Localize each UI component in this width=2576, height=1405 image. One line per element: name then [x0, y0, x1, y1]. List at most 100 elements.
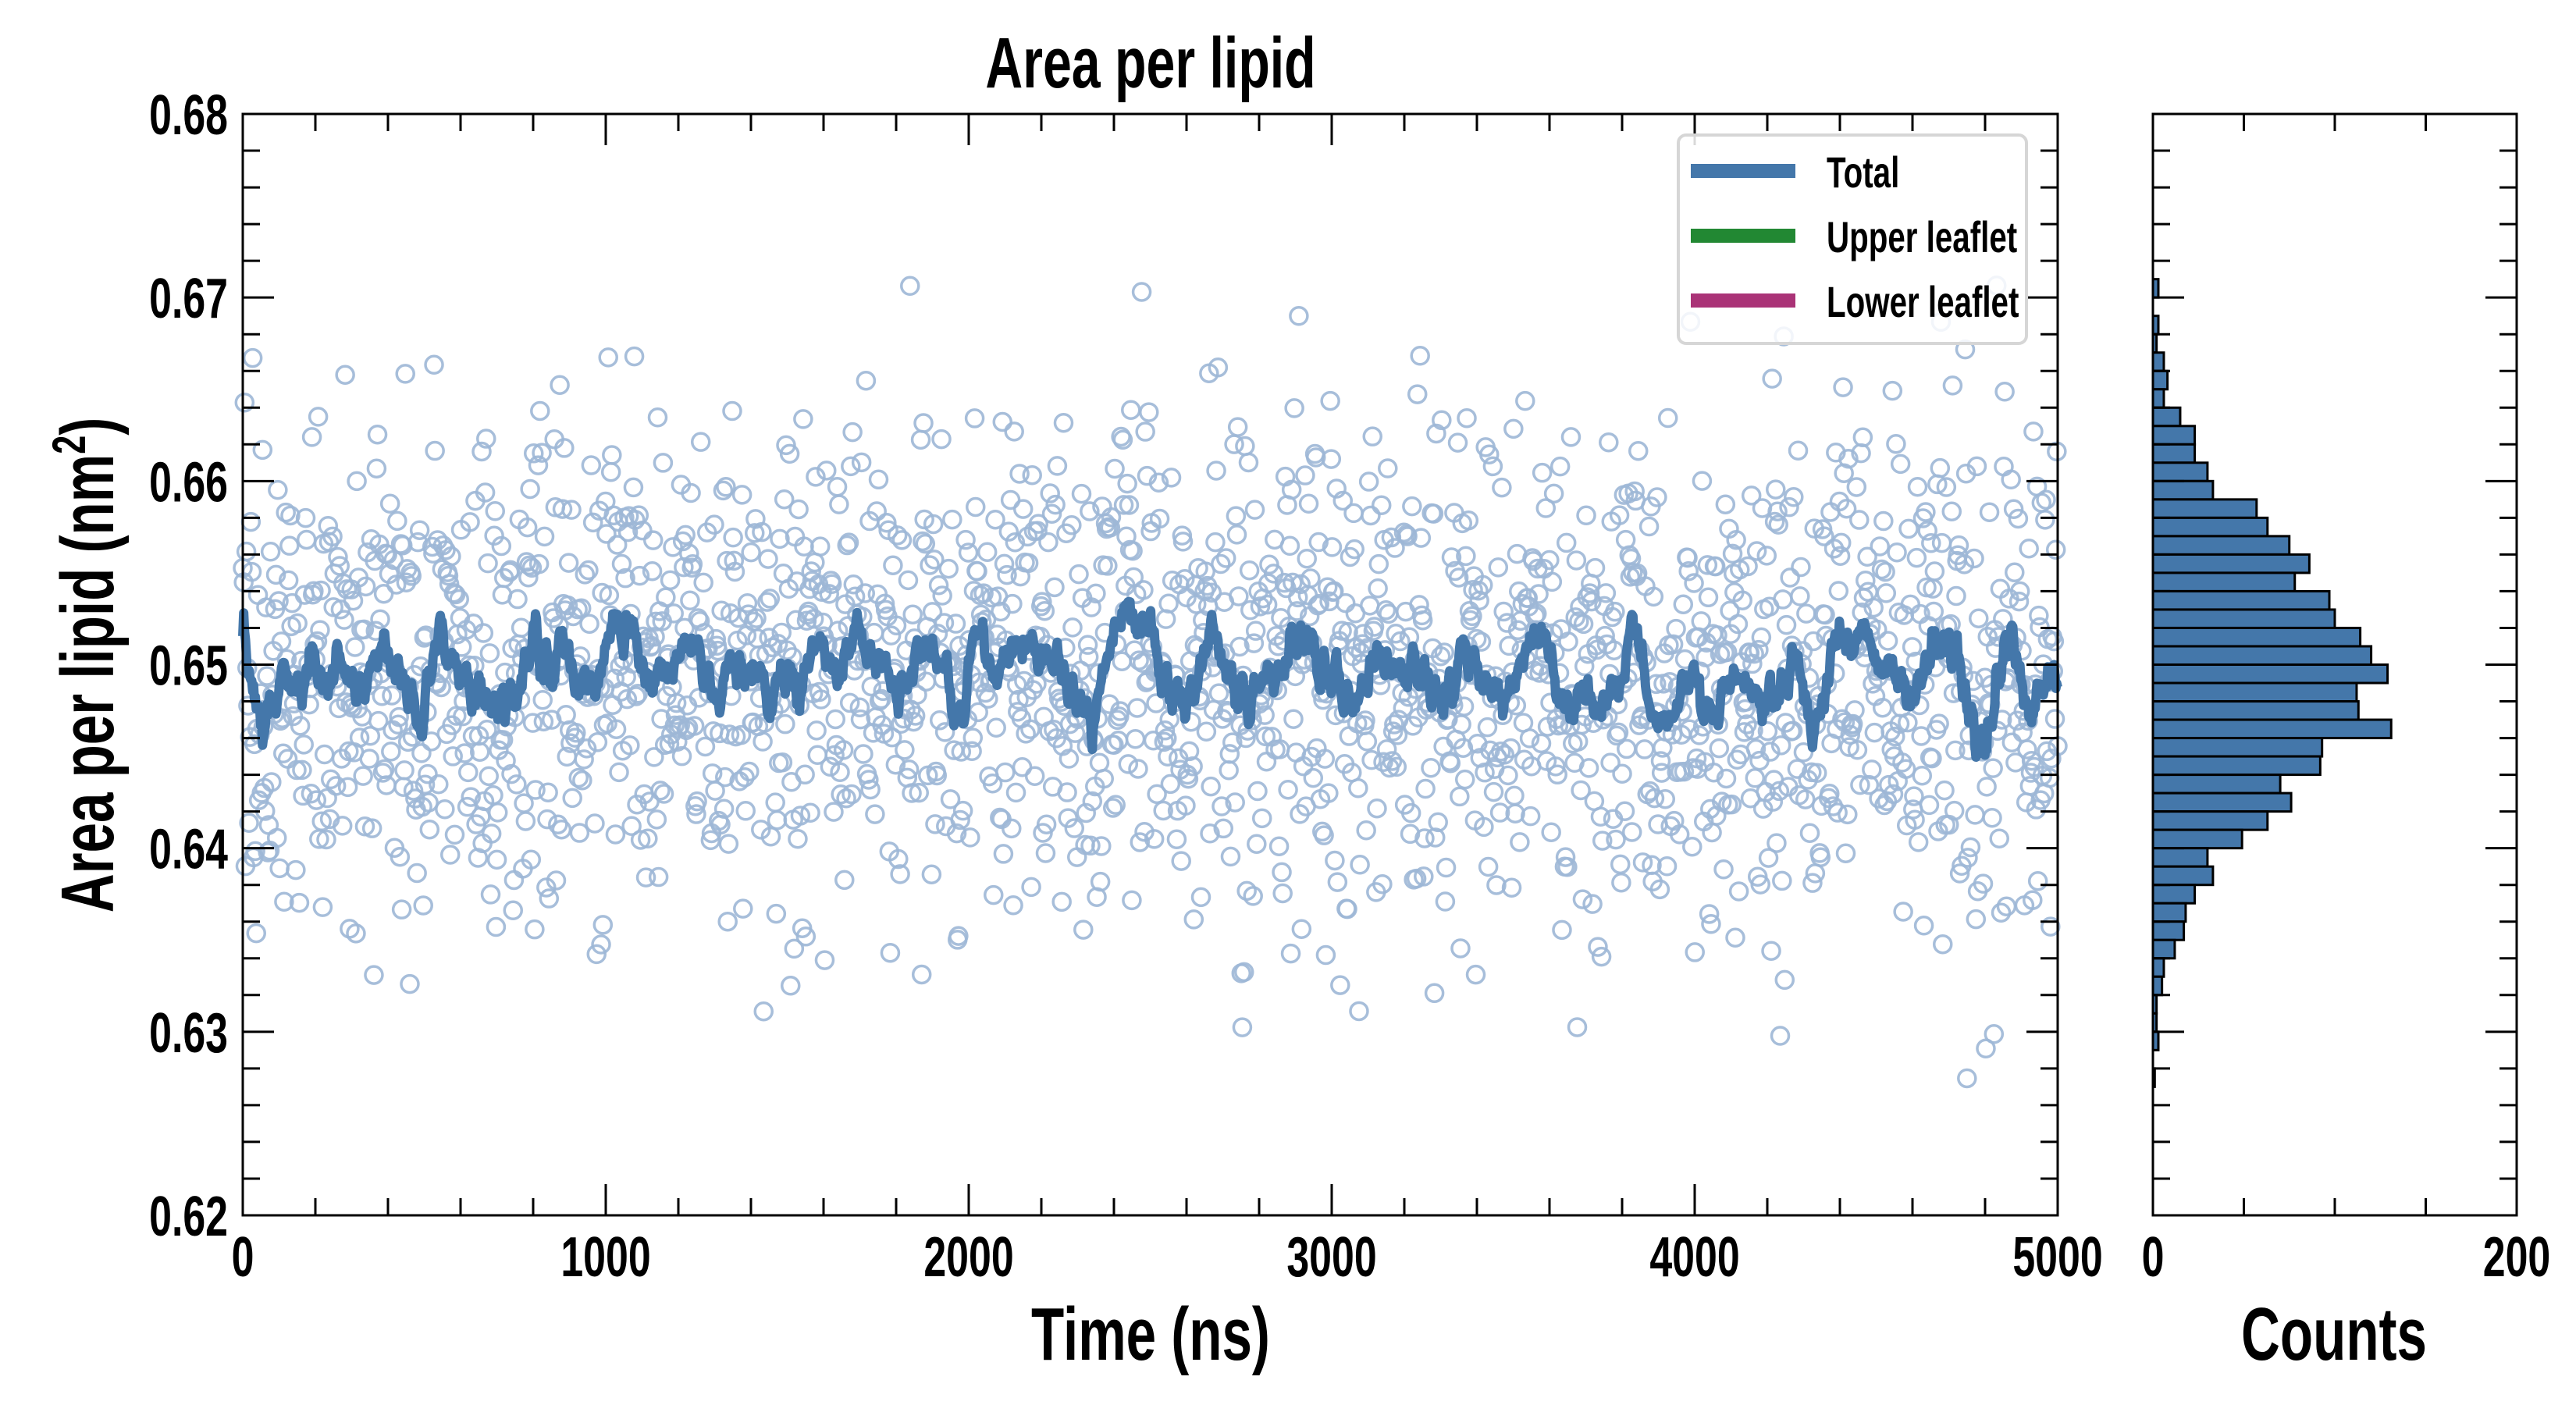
- scatter-point: [1517, 588, 1539, 608]
- scatter-point: [1555, 847, 1576, 867]
- scatter-point: [638, 828, 658, 849]
- scatter-point: [1898, 712, 1918, 733]
- scatter-point: [1423, 503, 1444, 524]
- scatter-point: [1390, 631, 1411, 652]
- scatter-point: [1721, 794, 1742, 815]
- scatter-point: [1703, 762, 1724, 783]
- scatter-point: [561, 500, 582, 520]
- scatter-point: [397, 731, 418, 752]
- scatter-point: [1376, 739, 1397, 759]
- scatter-point: [1098, 556, 1118, 576]
- scatter-point: [1770, 1026, 1791, 1046]
- scatter-point: [1857, 546, 1877, 567]
- scatter-point: [962, 727, 984, 748]
- scatter-point: [1360, 596, 1380, 616]
- scatter-point: [813, 612, 833, 633]
- scatter-point: [1882, 380, 1903, 401]
- scatter-point: [574, 749, 594, 770]
- scatter-point: [1741, 486, 1762, 506]
- scatter-point: [1582, 591, 1602, 612]
- scatter-point: [1220, 846, 1241, 867]
- scatter-point: [1527, 603, 1547, 624]
- scatter-point: [1856, 570, 1876, 591]
- scatter-point: [885, 754, 906, 775]
- scatter-point: [322, 526, 343, 547]
- scatter-point: [304, 581, 324, 602]
- scatter-point: [1774, 969, 1795, 991]
- scatter-point: [1428, 812, 1448, 833]
- scatter-point: [1339, 726, 1360, 746]
- scatter-point: [1887, 542, 1907, 563]
- scatter-point: [1743, 720, 1763, 741]
- scatter-point: [704, 514, 724, 535]
- scatter-point: [1948, 535, 1969, 556]
- scatter-point: [500, 560, 521, 581]
- scatter-point: [605, 824, 626, 845]
- scatter-point: [1845, 700, 1865, 720]
- scatter-point: [1547, 764, 1567, 785]
- scatter-point: [554, 438, 575, 458]
- scatter-point: [1585, 557, 1606, 578]
- scatter-point: [872, 715, 892, 735]
- histogram-bar: [2151, 938, 2176, 960]
- scatter-point: [1322, 537, 1343, 557]
- scatter-point: [326, 776, 347, 796]
- scatter-point: [1343, 503, 1364, 524]
- scatter-point: [1532, 462, 1553, 483]
- scatter-point: [548, 814, 568, 835]
- scatter-point: [1942, 375, 1963, 396]
- scatter-point: [1144, 829, 1165, 849]
- scatter-point: [1964, 548, 1984, 569]
- x-axis-label: Time (ns): [1031, 1292, 1270, 1376]
- line-series: [238, 596, 2062, 762]
- scatter-point: [314, 744, 335, 765]
- scatter-point: [582, 512, 603, 533]
- scatter-point: [1471, 631, 1492, 652]
- scatter-point: [1286, 601, 1308, 621]
- scatter-point: [891, 530, 913, 550]
- scatter-point: [1787, 759, 1808, 779]
- scatter-point: [429, 774, 449, 795]
- scatter-point: [1362, 426, 1382, 446]
- scatter-point: [1364, 617, 1385, 637]
- main-axes-frame: [241, 112, 2059, 1217]
- scatter-point: [246, 923, 267, 944]
- scatter-point: [242, 347, 263, 368]
- scatter-point: [1795, 789, 1816, 809]
- scatter-point: [2029, 605, 2049, 626]
- scatter-point: [1112, 429, 1133, 450]
- scatter-point: [418, 763, 438, 784]
- scatter-point: [475, 482, 496, 503]
- scatter-point: [1885, 726, 1905, 747]
- scatter-point: [1094, 768, 1115, 789]
- scatter-point: [1685, 942, 1705, 962]
- scatter-point: [479, 766, 499, 787]
- scatter-point: [454, 743, 475, 763]
- scatter-point: [1251, 808, 1272, 829]
- scatter-point: [477, 720, 497, 740]
- scatter-point: [1682, 837, 1703, 857]
- scatter-point: [1931, 532, 1952, 553]
- scatter-point: [1912, 765, 1933, 786]
- scatter-point: [1574, 656, 1595, 677]
- scatter-point: [945, 614, 966, 634]
- scatter-point: [1411, 528, 1432, 548]
- scatter-point: [1919, 795, 1940, 816]
- scatter-point: [1546, 756, 1566, 777]
- scatter-point: [1215, 548, 1236, 568]
- scatter-point: [635, 867, 656, 887]
- hist-x-tick-label: 200: [2483, 1226, 2550, 1289]
- scatter-point: [1032, 592, 1052, 612]
- scatter-point: [511, 617, 532, 638]
- scatter-point: [1737, 714, 1757, 735]
- scatter-point: [1229, 636, 1250, 657]
- scatter-point: [1119, 495, 1140, 515]
- scatter-point: [653, 453, 674, 473]
- scatter-point: [1350, 855, 1370, 875]
- scatter-point: [1875, 561, 1895, 582]
- scatter-point: [664, 603, 684, 624]
- scatter-point: [1205, 532, 1226, 553]
- scatter-point: [795, 927, 817, 947]
- scatter-point: [1436, 857, 1457, 878]
- scatter-point: [1946, 585, 1966, 606]
